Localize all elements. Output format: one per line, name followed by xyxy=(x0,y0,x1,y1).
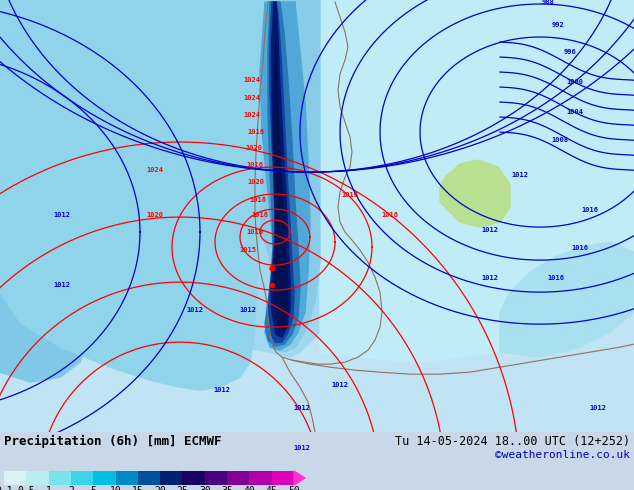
Text: 1016: 1016 xyxy=(250,197,266,203)
Text: 0.5: 0.5 xyxy=(18,486,35,490)
Text: 5: 5 xyxy=(90,486,96,490)
Bar xyxy=(26,471,49,485)
Text: 1020: 1020 xyxy=(146,212,164,218)
Bar xyxy=(93,471,115,485)
Text: 1012: 1012 xyxy=(294,445,311,451)
Text: 1016: 1016 xyxy=(247,162,264,168)
Text: 1024: 1024 xyxy=(243,95,261,101)
Text: 1012: 1012 xyxy=(332,382,349,388)
Text: 1: 1 xyxy=(46,486,51,490)
Text: 1016: 1016 xyxy=(252,212,269,218)
Text: 1016: 1016 xyxy=(581,207,598,213)
Text: 1016: 1016 xyxy=(247,229,264,235)
Polygon shape xyxy=(265,2,300,346)
Text: 1024: 1024 xyxy=(243,77,261,83)
Polygon shape xyxy=(271,2,290,337)
Bar xyxy=(249,471,272,485)
Text: 1012: 1012 xyxy=(481,275,498,281)
Text: 1008: 1008 xyxy=(552,137,569,143)
Text: ©weatheronline.co.uk: ©weatheronline.co.uk xyxy=(495,450,630,460)
Text: 1016: 1016 xyxy=(247,129,264,135)
Bar xyxy=(138,471,160,485)
Text: 1012: 1012 xyxy=(294,405,311,411)
Text: 50: 50 xyxy=(288,486,300,490)
Bar xyxy=(183,471,205,485)
Text: Precipitation (6h) [mm] ECMWF: Precipitation (6h) [mm] ECMWF xyxy=(4,435,221,448)
Text: 988: 988 xyxy=(541,0,554,5)
Text: 20: 20 xyxy=(154,486,166,490)
Polygon shape xyxy=(320,0,634,362)
Polygon shape xyxy=(0,0,280,390)
Text: 1016: 1016 xyxy=(382,212,399,218)
Text: 1012: 1012 xyxy=(53,212,70,218)
Bar xyxy=(71,471,93,485)
Text: 35: 35 xyxy=(221,486,233,490)
Text: 1012: 1012 xyxy=(186,307,204,313)
Bar xyxy=(272,471,294,485)
Bar xyxy=(227,471,249,485)
Text: 1024: 1024 xyxy=(146,167,164,173)
Text: 996: 996 xyxy=(564,49,576,55)
Text: 1012: 1012 xyxy=(481,227,498,233)
Text: 1012: 1012 xyxy=(214,387,231,393)
Text: 1012: 1012 xyxy=(53,282,70,288)
Polygon shape xyxy=(240,0,320,352)
Polygon shape xyxy=(500,242,634,357)
Text: 1020: 1020 xyxy=(247,179,264,185)
Text: 1012: 1012 xyxy=(512,172,529,178)
Bar xyxy=(205,471,227,485)
Text: 15: 15 xyxy=(132,486,144,490)
Text: 10: 10 xyxy=(110,486,122,490)
Text: 40: 40 xyxy=(243,486,256,490)
Bar xyxy=(160,471,183,485)
Bar xyxy=(115,471,138,485)
Bar xyxy=(49,471,71,485)
Polygon shape xyxy=(294,471,305,485)
Polygon shape xyxy=(260,2,310,350)
Text: 1016: 1016 xyxy=(571,245,588,251)
Text: 1012: 1012 xyxy=(240,307,257,313)
Polygon shape xyxy=(440,160,510,227)
Text: 2: 2 xyxy=(68,486,74,490)
Text: 1012: 1012 xyxy=(590,405,607,411)
Text: 45: 45 xyxy=(266,486,278,490)
Text: 25: 25 xyxy=(177,486,188,490)
Text: 1024: 1024 xyxy=(243,112,261,118)
Text: 0.1: 0.1 xyxy=(0,486,13,490)
Text: 1004: 1004 xyxy=(567,109,583,115)
Polygon shape xyxy=(0,0,320,357)
Bar xyxy=(4,471,26,485)
Polygon shape xyxy=(0,0,90,382)
Text: 1020: 1020 xyxy=(245,145,262,151)
Text: Tu 14-05-2024 18..00 UTC (12+252): Tu 14-05-2024 18..00 UTC (12+252) xyxy=(395,435,630,448)
Polygon shape xyxy=(274,42,288,330)
Text: 30: 30 xyxy=(199,486,210,490)
Text: 1016: 1016 xyxy=(548,275,564,281)
Text: 1015: 1015 xyxy=(240,247,257,253)
Text: 1016: 1016 xyxy=(342,192,358,198)
Polygon shape xyxy=(268,2,294,342)
Text: 1000: 1000 xyxy=(567,79,583,85)
Text: 992: 992 xyxy=(552,22,564,28)
